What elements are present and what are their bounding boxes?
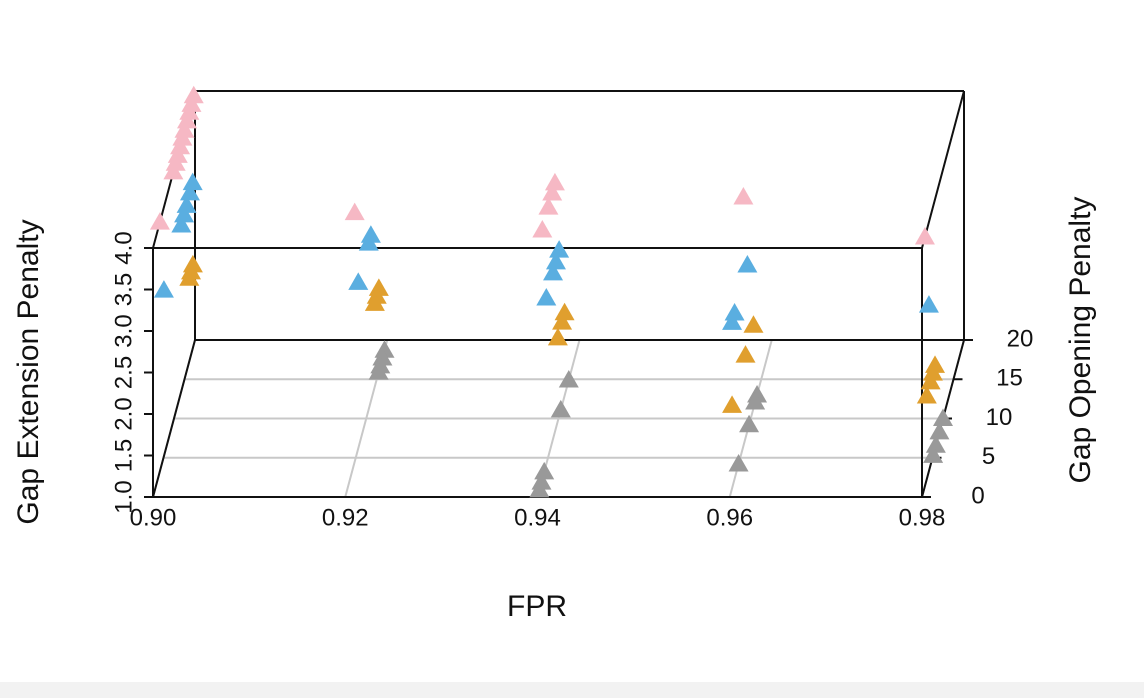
point	[722, 395, 743, 413]
point	[179, 268, 200, 286]
point	[176, 195, 197, 213]
z-tick-label: 3.0	[110, 314, 137, 347]
point	[745, 392, 766, 410]
z-tick-label: 2.0	[110, 397, 137, 430]
point	[933, 408, 953, 426]
point	[529, 479, 550, 498]
point	[182, 172, 203, 191]
z-axis-title: Gap Extension Penalty	[12, 219, 45, 524]
point	[739, 414, 760, 433]
y-tick-label: 20	[1007, 325, 1034, 352]
z-tick-label: 3.5	[110, 273, 137, 306]
point	[554, 302, 575, 321]
point	[344, 202, 365, 221]
point	[149, 212, 170, 230]
x-tick-label: 0.92	[322, 504, 369, 531]
point	[920, 371, 941, 390]
point	[174, 204, 195, 223]
point	[922, 363, 943, 381]
point	[163, 161, 184, 180]
point	[925, 435, 946, 453]
point	[722, 312, 743, 330]
y-tick-label: 5	[982, 443, 995, 470]
z-tick-label: 4.0	[110, 231, 137, 264]
y-tick-label: 10	[986, 404, 1013, 431]
point	[532, 219, 553, 238]
point	[170, 136, 191, 155]
y-tick-label: 15	[996, 365, 1023, 392]
point	[558, 370, 579, 388]
z-tick-label: 1.0	[110, 480, 137, 513]
point	[918, 295, 939, 313]
z-tick-label: 2.5	[110, 356, 137, 389]
x-tick-label: 0.96	[706, 504, 753, 531]
point	[544, 172, 565, 191]
point	[179, 102, 200, 120]
point	[183, 85, 204, 104]
x-axis-title: FPR	[507, 590, 567, 623]
x-tick-label: 0.90	[130, 504, 177, 531]
point	[923, 445, 944, 463]
point	[534, 461, 555, 480]
box-edge	[921, 90, 965, 249]
z-tick-label: 1.5	[110, 439, 137, 472]
point	[153, 280, 174, 298]
point	[914, 227, 935, 245]
footer-band	[0, 682, 1144, 698]
point	[177, 110, 198, 129]
point	[547, 327, 568, 346]
point	[348, 272, 369, 290]
point	[552, 312, 573, 330]
point	[916, 385, 937, 404]
point	[743, 315, 764, 333]
y-tick-label: 0	[971, 482, 984, 509]
point	[172, 128, 193, 146]
x-tick-label: 0.98	[899, 504, 946, 531]
point	[550, 399, 571, 418]
point	[538, 197, 559, 215]
point	[536, 288, 557, 306]
point	[728, 454, 749, 472]
point	[171, 215, 192, 233]
point	[724, 302, 745, 321]
point	[543, 262, 564, 281]
point	[735, 345, 756, 363]
point	[549, 240, 570, 258]
point	[545, 251, 566, 270]
point	[542, 183, 563, 201]
point	[364, 293, 385, 311]
box-edge	[152, 339, 196, 498]
point	[929, 421, 950, 440]
point	[737, 255, 758, 273]
point	[179, 182, 200, 201]
point	[368, 362, 389, 380]
point	[358, 233, 379, 251]
x-tick-label: 0.94	[514, 504, 561, 531]
point	[165, 153, 186, 171]
y-axis-title: Gap Opening Penalty	[1064, 197, 1097, 484]
point	[733, 186, 754, 205]
